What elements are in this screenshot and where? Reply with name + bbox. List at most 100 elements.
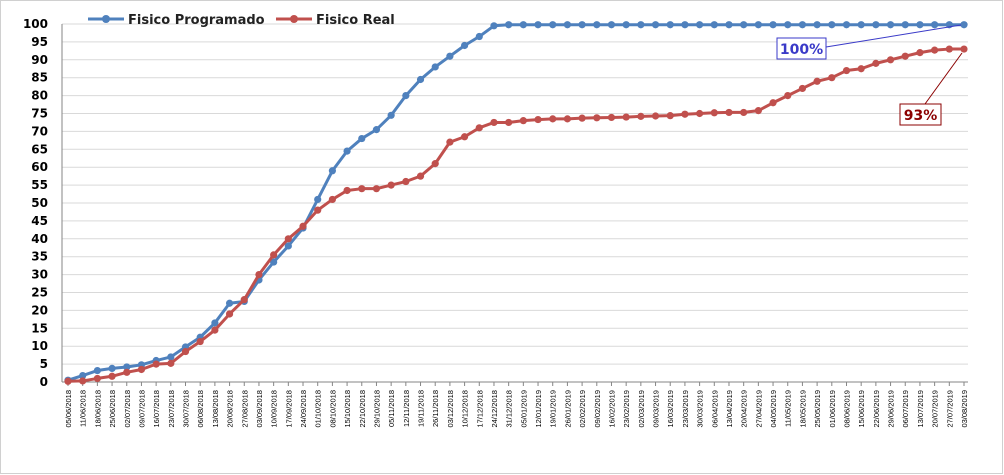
x-tick-label: 09/02/2019 [593, 390, 602, 428]
data-point [931, 46, 939, 54]
callout-100-leader [825, 24, 962, 48]
data-point [519, 117, 527, 125]
data-point [710, 109, 718, 117]
data-point [563, 21, 572, 29]
x-tick-label: 25/06/2018 [108, 390, 117, 428]
x-tick-label: 18/05/2019 [798, 390, 807, 428]
data-point [137, 365, 146, 374]
y-tick-label: 35 [31, 250, 48, 264]
x-tick-label: 20/04/2019 [740, 390, 749, 428]
legend-marker-real [290, 15, 298, 23]
data-point [622, 21, 630, 29]
legend-item-real: Fisico Real [276, 13, 395, 28]
y-tick-label: 55 [31, 178, 48, 192]
x-tick-label: 31/12/2018 [505, 390, 514, 428]
callout-100-box [776, 37, 827, 60]
data-point [696, 21, 704, 29]
x-tick-label: 27/04/2019 [754, 390, 763, 428]
data-point [784, 92, 792, 100]
x-tick-label: 10/09/2018 [270, 390, 279, 428]
x-tick-label: 08/06/2019 [842, 390, 851, 428]
data-point [284, 235, 292, 243]
x-tick-label: 23/07/2018 [167, 390, 176, 428]
x-tick-label: 27/08/2018 [240, 390, 249, 428]
x-tick-label: 16/03/2019 [666, 390, 675, 428]
legend-marker-programado [102, 15, 110, 23]
x-tick-label: 13/07/2019 [916, 390, 925, 428]
x-tick-label: 25/05/2019 [813, 390, 822, 428]
data-point [167, 353, 175, 361]
data-point [270, 251, 278, 259]
y-tick-label: 90 [31, 53, 48, 67]
data-point [725, 108, 733, 117]
data-point [284, 242, 292, 250]
x-tick-label: 23/02/2019 [622, 390, 631, 428]
x-tick-label: 02/03/2019 [637, 390, 646, 428]
x-tick-label: 13/08/2018 [211, 390, 220, 428]
axes [61, 24, 968, 383]
data-point [64, 377, 72, 385]
data-point [754, 107, 762, 115]
y-tick-label: 20 [31, 303, 48, 317]
data-point [725, 21, 733, 29]
series-layer [64, 21, 968, 385]
data-point [901, 21, 909, 29]
data-point [916, 49, 924, 57]
data-point [123, 363, 131, 371]
data-point [549, 21, 557, 29]
x-tick-label: 11/05/2019 [784, 390, 793, 427]
y-tick-label: 15 [31, 321, 48, 335]
x-tick-label: 03/12/2018 [446, 390, 455, 428]
data-point [328, 195, 336, 204]
x-tick-label: 05/01/2019 [519, 390, 528, 428]
x-tick-label: 20/07/2019 [931, 390, 940, 428]
y-tick-label: 85 [31, 71, 48, 85]
x-tick-label: 24/09/2018 [299, 390, 308, 428]
x-tick-label: 10/12/2018 [461, 390, 470, 428]
data-point [754, 21, 762, 29]
data-point [798, 84, 807, 93]
x-tick-label: 16/07/2018 [152, 390, 161, 428]
data-point [240, 296, 248, 304]
data-point [358, 134, 366, 143]
data-point [475, 32, 483, 41]
data-point [181, 347, 190, 356]
x-tick-label: 16/02/2019 [607, 390, 616, 428]
x-tick-label: 06/04/2019 [710, 390, 719, 428]
data-point [519, 21, 527, 29]
data-point [857, 65, 865, 73]
data-point [769, 99, 777, 107]
x-tick-label: 15/06/2019 [857, 390, 866, 428]
data-point [960, 21, 968, 29]
x-tick-label: 24/12/2018 [490, 390, 499, 428]
data-point [607, 21, 616, 29]
x-tick-label: 17/09/2018 [284, 390, 293, 428]
data-point [328, 167, 336, 175]
y-tick-label: 0 [40, 375, 48, 389]
data-point [211, 326, 219, 334]
data-point [460, 133, 469, 141]
data-point [446, 52, 454, 60]
x-tick-label: 08/10/2018 [328, 390, 337, 428]
x-tick-label: 04/05/2019 [769, 390, 778, 428]
data-point [372, 185, 381, 193]
data-point [549, 115, 557, 123]
x-tick-label: 19/11/2018 [417, 390, 426, 427]
y-tick-label: 30 [31, 268, 48, 282]
x-tick-label: 27/07/2019 [945, 390, 954, 428]
legend-label-real: Fisico Real [316, 13, 395, 28]
x-tick-label: 26/01/2019 [563, 390, 572, 428]
data-point [108, 364, 116, 372]
legend-item-programado: Fisico Programado [88, 13, 265, 28]
data-point [710, 21, 718, 29]
data-point [666, 112, 674, 120]
y-tick-label: 45 [31, 214, 48, 228]
data-point [123, 368, 131, 376]
data-point [813, 77, 821, 85]
data-point [108, 372, 116, 380]
data-point [651, 21, 660, 29]
x-tick-label: 03/08/2019 [960, 390, 969, 428]
data-point [431, 63, 439, 71]
x-tick-label: 02/07/2018 [123, 390, 132, 428]
